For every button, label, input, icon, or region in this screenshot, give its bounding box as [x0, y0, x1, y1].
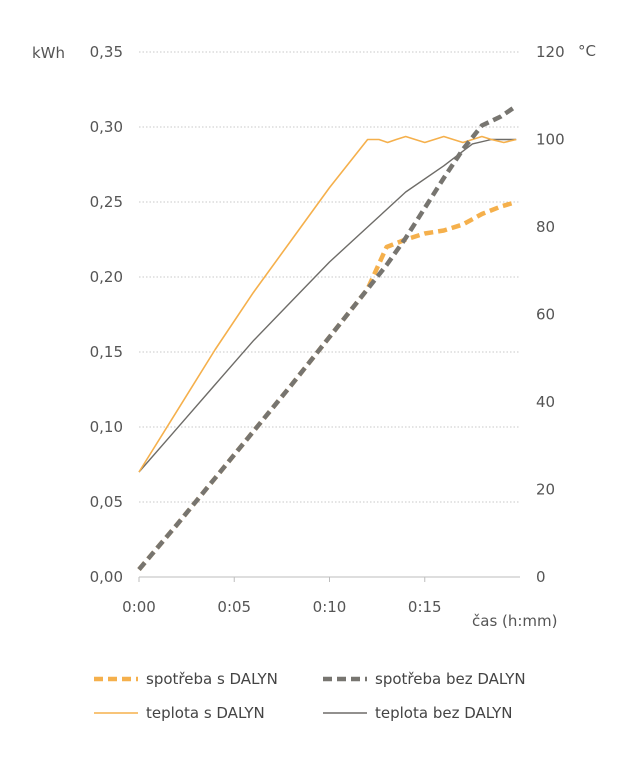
- left-axis-ticks: 0,00 0,05 0,10 0,15 0,20 0,25 0,30 0,35: [90, 43, 123, 586]
- series-line-1: [137, 199, 517, 571]
- legend-label: teplota s DALYN: [146, 704, 265, 722]
- series-line-4: [138, 138, 517, 473]
- legend-label: spotřeba s DALYN: [146, 670, 278, 688]
- x-tick-label: 0:10: [313, 598, 347, 616]
- x-tick-label: 0:00: [122, 598, 156, 616]
- left-tick-label: 0,20: [90, 268, 123, 286]
- right-tick-label: 0: [536, 568, 546, 586]
- series-line-2: [137, 104, 518, 571]
- right-tick-label: 20: [536, 481, 555, 499]
- left-tick-label: 0,30: [90, 118, 123, 136]
- series-lines: [137, 104, 518, 571]
- right-axis-unit: °C: [578, 42, 596, 60]
- left-tick-label: 0,25: [90, 193, 123, 211]
- x-tick-label: 0:15: [408, 598, 442, 616]
- right-tick-label: 80: [536, 218, 555, 236]
- left-tick-label: 0,05: [90, 493, 123, 511]
- right-tick-label: 100: [536, 131, 565, 149]
- grid: [139, 51, 520, 578]
- legend-label: spotřeba bez DALYN: [375, 670, 526, 688]
- right-tick-label: 60: [536, 306, 555, 324]
- left-axis-unit: kWh: [32, 44, 65, 62]
- legend: spotřeba s DALYN spotřeba bez DALYN teplot…: [94, 670, 526, 722]
- x-tick-label: 0:05: [217, 598, 251, 616]
- left-tick-label: 0,10: [90, 418, 123, 436]
- right-tick-label: 40: [536, 393, 555, 411]
- x-axis-ticks: 0:00 0:05 0:10 0:15: [122, 577, 442, 616]
- x-axis-title: čas (h:mm): [472, 612, 558, 630]
- legend-label: teplota bez DALYN: [375, 704, 513, 722]
- left-tick-label: 0,15: [90, 343, 123, 361]
- series-line-3: [138, 135, 517, 473]
- left-tick-label: 0,35: [90, 43, 123, 61]
- left-tick-label: 0,00: [90, 568, 123, 586]
- right-tick-label: 120: [536, 43, 565, 61]
- right-axis-ticks: 0 20 40 60 80 100 120: [536, 43, 565, 586]
